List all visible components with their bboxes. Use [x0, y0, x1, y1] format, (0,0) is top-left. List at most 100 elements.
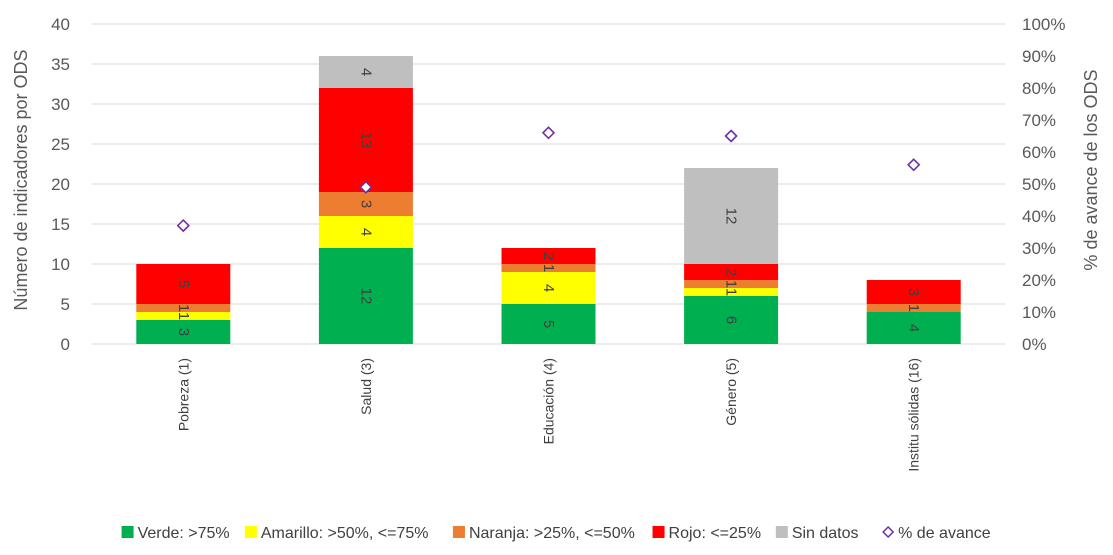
data-label: 4: [357, 68, 374, 76]
data-label: 1: [175, 312, 192, 320]
bar-segment: [501, 264, 596, 272]
data-label: 3: [175, 328, 192, 336]
bar-segment: [501, 272, 596, 304]
bar-segment: [866, 280, 961, 304]
y-tick-label: 15: [51, 215, 70, 234]
percent-marker: [907, 158, 921, 172]
legend-item: Naranja: >25%, <=50%: [452, 525, 635, 542]
category-label: Educación (4): [541, 358, 557, 444]
data-label: 1: [905, 304, 922, 312]
y2-axis-title: % de avance de los ODS: [1081, 69, 1101, 270]
percent-markers: [176, 126, 921, 233]
y-tick-label: 10: [51, 255, 70, 274]
legend-label: Sin datos: [792, 525, 859, 542]
bar-segment: [684, 264, 779, 280]
bar-segment: [684, 168, 779, 264]
y2-tick-label: 70%: [1022, 111, 1056, 130]
y2-tick-label: 90%: [1022, 47, 1056, 66]
data-label: 6: [723, 316, 740, 324]
legend-item: Sin datos: [775, 525, 859, 542]
bar-segments: [136, 56, 961, 344]
bar-segment: [136, 304, 231, 312]
legend-swatch: [452, 526, 465, 538]
legend-item: Rojo: <=25%: [652, 525, 762, 542]
percent-marker: [541, 126, 556, 140]
category-labels: Pobreza (1) Salud (3) Educación (4) Género …: [175, 358, 921, 472]
data-label: 12: [357, 288, 374, 305]
legend-label: % de avance: [898, 525, 991, 542]
data-label: 5: [540, 320, 557, 328]
y2-tick-label: 80%: [1022, 79, 1056, 98]
percent-marker: [359, 180, 373, 194]
bar-segment: [136, 320, 231, 344]
y-tick-label: 40: [51, 15, 70, 34]
data-label: 4: [905, 324, 922, 332]
bar-segment: [866, 312, 961, 344]
legend-label: Rojo: <=25%: [669, 525, 762, 542]
bar-segment: [318, 56, 413, 88]
category-label: Pobreza (1): [175, 358, 191, 431]
data-label: 1: [540, 264, 557, 272]
bar-segment: [318, 248, 413, 344]
legend-swatch: [244, 526, 257, 538]
data-label: 2: [723, 268, 740, 276]
percent-marker: [176, 218, 190, 233]
y2-tick-label: 30%: [1022, 239, 1056, 258]
legend-item: Amarillo: >50%, <=75%: [244, 525, 429, 542]
data-label: 1: [723, 288, 740, 296]
y2-tick-label: 50%: [1022, 175, 1056, 194]
y-tick-label: 5: [61, 295, 70, 314]
y-axis-title: Número de indicadores por ODS: [11, 49, 31, 310]
data-label: 4: [357, 228, 374, 236]
data-label: 2: [540, 252, 557, 260]
bar-segment: [501, 248, 596, 264]
legend-swatch: [652, 526, 665, 538]
legend-label: Naranja: >25%, <=50%: [469, 525, 635, 542]
legend-marker: [882, 525, 895, 539]
category-label: Institu sólidas (16): [906, 358, 922, 472]
y2-tick-label: 10%: [1022, 303, 1056, 322]
data-label: 4: [540, 284, 557, 292]
category-label: Salud (3): [358, 358, 374, 415]
y2-tick-label: 40%: [1022, 207, 1056, 226]
data-label: 1: [723, 280, 740, 288]
percent-marker: [724, 129, 738, 143]
bar-segment: [318, 88, 413, 192]
data-label: 1: [175, 304, 192, 312]
y-tick-label: 20: [51, 175, 70, 194]
left-axis-ticks: 0 5 10 15 20 25 30 35 40: [51, 15, 70, 354]
bar-segment: [866, 304, 961, 312]
y2-tick-label: 100%: [1022, 15, 1065, 34]
y-tick-label: 30: [51, 95, 70, 114]
bar-segment: [136, 312, 231, 320]
data-label: 5: [175, 280, 192, 288]
bar-segment: [684, 288, 779, 296]
bar-segment: [318, 216, 413, 248]
y-tick-label: 0: [61, 335, 70, 354]
data-label: 13: [357, 132, 374, 149]
legend-item: Verde: >75%: [121, 525, 230, 542]
legend-label: Verde: >75%: [138, 525, 230, 542]
legend-label: Amarillo: >50%, <=75%: [261, 525, 429, 542]
y-tick-label: 25: [51, 135, 70, 154]
legend-swatch: [121, 526, 134, 538]
right-axis-ticks: 0% 10% 20% 30% 40% 50% 60% 70% 80% 90% 100%: [1022, 15, 1065, 354]
y2-tick-label: 0%: [1022, 335, 1047, 354]
bar-segment: [136, 264, 231, 304]
bar-segment: [684, 280, 779, 288]
category-label: Género (5): [723, 358, 739, 426]
y2-tick-label: 60%: [1022, 143, 1056, 162]
gridlines: [92, 23, 1005, 345]
y2-tick-label: 20%: [1022, 271, 1056, 290]
y-tick-label: 35: [51, 55, 70, 74]
data-label: 3: [357, 200, 374, 208]
legend-swatch: [775, 526, 788, 538]
legend-item: % de avance: [882, 525, 991, 542]
bar-segment: [684, 296, 779, 344]
bar-segment: [501, 304, 596, 344]
data-label: 3: [905, 288, 922, 296]
bar-segment: [318, 192, 413, 216]
